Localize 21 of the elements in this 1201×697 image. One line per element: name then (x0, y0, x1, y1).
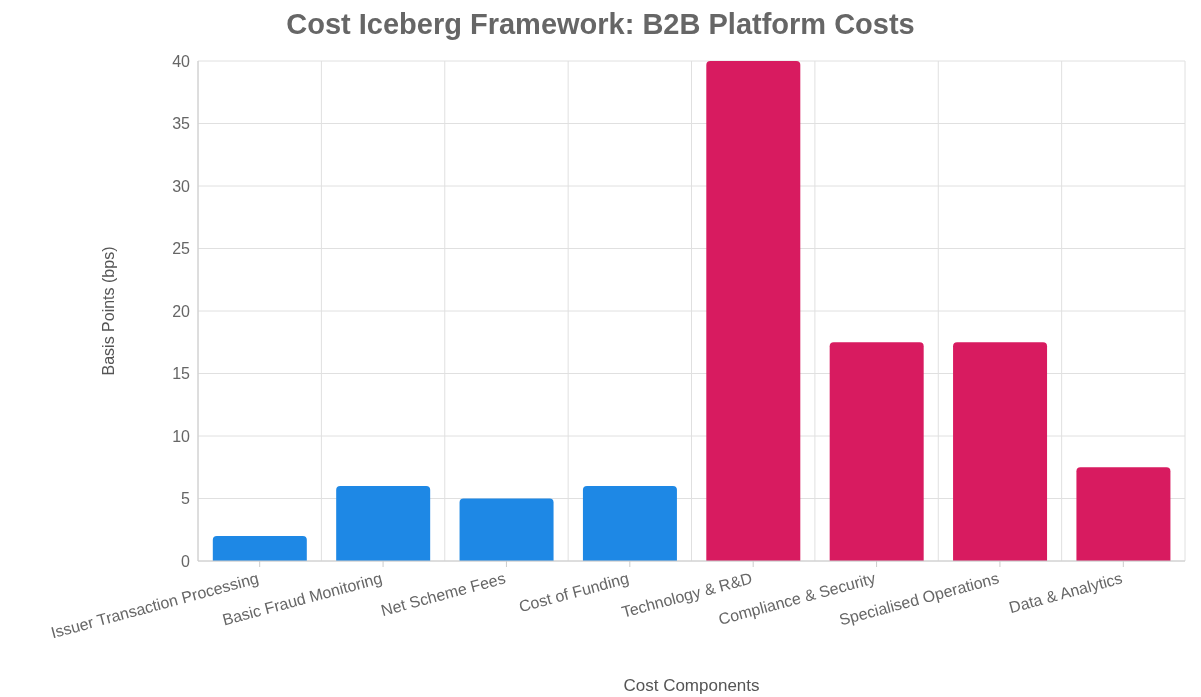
x-axis-title: Cost Components (623, 676, 760, 695)
y-tick-label: 25 (172, 240, 191, 258)
y-tick-label: 40 (172, 52, 191, 70)
bar (336, 486, 431, 561)
y-tick-label: 0 (181, 552, 191, 570)
y-tick-label: 15 (172, 365, 191, 383)
bar (582, 486, 677, 561)
y-tick-label: 30 (172, 177, 191, 195)
y-tick-label: 20 (172, 302, 191, 320)
x-tick-label: Data & Analytics (1007, 569, 1125, 617)
y-tick-label: 10 (172, 427, 191, 445)
y-axis-title: Basis Points (bps) (99, 246, 117, 376)
bar (459, 498, 554, 561)
bar (829, 342, 924, 561)
bar (706, 61, 801, 561)
bar (212, 536, 307, 561)
chart-title: Cost Iceberg Framework: B2B Platform Costs (285, 8, 916, 41)
bar (1076, 467, 1171, 561)
y-tick-label: 5 (181, 490, 191, 508)
bar (953, 342, 1048, 561)
y-tick-label: 35 (172, 115, 191, 133)
